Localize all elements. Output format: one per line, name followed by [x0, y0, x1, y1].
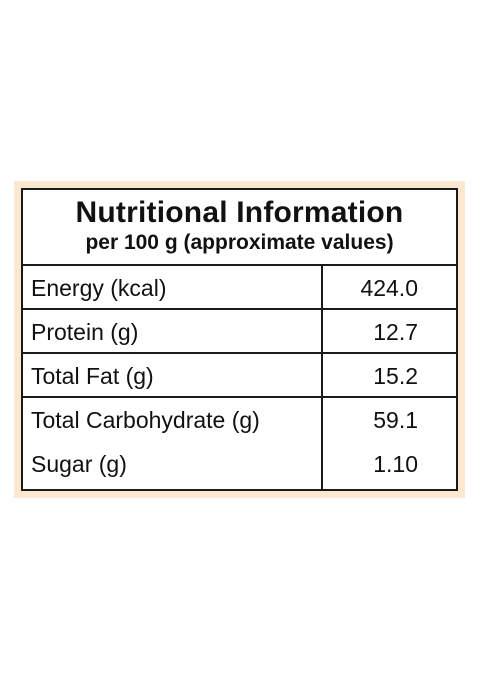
nutrient-name: Total Carbohydrate (g) — [31, 407, 260, 433]
nutrient-value: 12.7 — [373, 319, 418, 345]
nutrient-table: Energy (kcal) 424.0 Protein (g) 12.7 Tot… — [23, 266, 456, 489]
panel-title: Nutritional Information — [75, 196, 404, 229]
nutrient-value: 1.10 — [373, 451, 418, 477]
nutrient-name: Energy (kcal) — [31, 275, 167, 301]
nutrient-value: 59.1 — [373, 407, 418, 433]
table-row-protein: Protein (g) 12.7 — [23, 310, 456, 354]
panel-subtitle: per 100 g (approximate values) — [85, 231, 394, 254]
nutrient-name: Protein (g) — [31, 319, 139, 345]
table-row-total-fat: Total Fat (g) 15.2 — [23, 354, 456, 398]
nutrient-value: 15.2 — [373, 363, 418, 389]
table-row-sugar: Sugar (g) 1.10 — [23, 442, 456, 486]
panel-header: Nutritional Information per 100 g (appro… — [23, 190, 456, 266]
table-row-total-carbohydrate: Total Carbohydrate (g) 59.1 — [23, 398, 456, 442]
nutrient-value: 424.0 — [360, 275, 418, 301]
nutrition-panel: Nutritional Information per 100 g (appro… — [21, 188, 458, 491]
table-row-energy: Energy (kcal) 424.0 — [23, 266, 456, 310]
column-divider — [321, 266, 323, 489]
nutrient-name: Sugar (g) — [31, 451, 127, 477]
label-frame: Nutritional Information per 100 g (appro… — [14, 181, 465, 498]
nutrient-name: Total Fat (g) — [31, 363, 154, 389]
